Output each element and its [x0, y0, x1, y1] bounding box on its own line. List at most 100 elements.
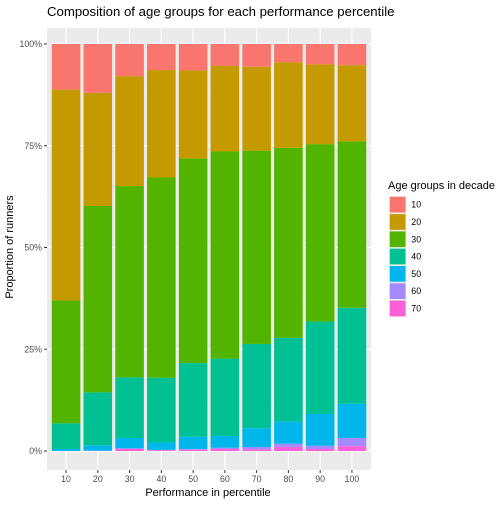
- x-tick-label: 30: [125, 474, 135, 484]
- bar-segment-age-40-pct-30: [115, 377, 144, 438]
- bar-segment-age-40-pct-100: [338, 308, 367, 404]
- bar-segment-age-20-pct-50: [179, 70, 208, 158]
- bar-segment-age-60-pct-30: [115, 448, 144, 449]
- bar-segment-age-30-pct-90: [306, 144, 335, 321]
- bar-segment-age-70-pct-90: [306, 449, 335, 451]
- bar-segment-age-40-pct-70: [242, 344, 271, 428]
- legend-swatch-20: [390, 214, 406, 230]
- legend-label-20: 20: [411, 217, 421, 227]
- bar-segment-age-20-pct-100: [338, 65, 367, 141]
- bar-segment-age-50-pct-90: [306, 414, 335, 446]
- bar-segment-age-10-pct-50: [179, 44, 208, 70]
- y-axis-label: Proportion of runners: [4, 195, 16, 299]
- legend-label-10: 10: [411, 200, 421, 210]
- bar-segment-age-10-pct-30: [115, 44, 144, 76]
- bar-segment-age-20-pct-90: [306, 64, 335, 144]
- legend-label-40: 40: [411, 252, 421, 262]
- legend-swatch-40: [390, 249, 406, 265]
- bar-segment-age-70-pct-80: [274, 447, 303, 451]
- bar-segment-age-70-pct-70: [242, 449, 271, 451]
- bar-segment-age-20-pct-60: [211, 66, 240, 151]
- bar-segment-age-20-pct-20: [84, 93, 113, 206]
- y-tick-label: 0%: [29, 446, 42, 456]
- bar-segment-age-50-pct-10: [52, 449, 81, 451]
- bar-segment-age-10-pct-60: [211, 44, 240, 66]
- bar-segment-age-10-pct-40: [147, 44, 176, 70]
- legend-label-50: 50: [411, 269, 421, 279]
- bar-segment-age-20-pct-10: [52, 90, 81, 301]
- bar-segment-age-10-pct-90: [306, 44, 335, 64]
- bar-segment-age-40-pct-50: [179, 363, 208, 437]
- bar-segment-age-50-pct-40: [147, 442, 176, 449]
- bar-segment-age-30-pct-30: [115, 186, 144, 377]
- bar-segment-age-30-pct-50: [179, 158, 208, 363]
- legend-swatch-10: [390, 197, 406, 213]
- legend-swatch-50: [390, 266, 406, 282]
- legend-swatch-70: [390, 301, 406, 317]
- bar-segment-age-30-pct-80: [274, 148, 303, 338]
- bar-segment-age-30-pct-70: [242, 151, 271, 344]
- legend-swatch-60: [390, 283, 406, 299]
- x-tick-label: 50: [188, 474, 198, 484]
- bar-segment-age-20-pct-80: [274, 62, 303, 147]
- bar-segment-age-70-pct-30: [115, 449, 144, 451]
- bar-segment-age-30-pct-60: [211, 151, 240, 358]
- bar-segment-age-20-pct-70: [242, 67, 271, 151]
- legend-label-30: 30: [411, 234, 421, 244]
- bar-segment-age-40-pct-40: [147, 378, 176, 443]
- bar-segment-age-30-pct-20: [84, 206, 113, 392]
- bar-segment-age-10-pct-100: [338, 44, 367, 65]
- legend-label-60: 60: [411, 286, 421, 296]
- bar-segment-age-30-pct-40: [147, 177, 176, 377]
- bar-segment-age-60-pct-90: [306, 446, 335, 449]
- bar-segment-age-20-pct-30: [115, 76, 144, 186]
- bar-segment-age-10-pct-70: [242, 44, 271, 67]
- x-axis-label: Performance in percentile: [145, 487, 270, 499]
- bar-segment-age-70-pct-40: [147, 450, 176, 451]
- y-tick-label: 25%: [24, 344, 42, 354]
- bar-segment-age-40-pct-10: [52, 423, 81, 449]
- y-tick-label: 75%: [24, 141, 42, 151]
- chart-title: Composition of age groups for each perfo…: [47, 4, 394, 19]
- bar-segment-age-50-pct-20: [84, 445, 113, 450]
- x-tick-label: 90: [315, 474, 325, 484]
- bar-segment-age-60-pct-60: [211, 448, 240, 449]
- bar-segment-age-50-pct-80: [274, 422, 303, 444]
- bar-segment-age-60-pct-100: [338, 438, 367, 446]
- bar-segment-age-50-pct-70: [242, 428, 271, 447]
- bar-segment-age-60-pct-70: [242, 447, 271, 449]
- bar-segment-age-50-pct-100: [338, 404, 367, 438]
- x-tick-label: 60: [220, 474, 230, 484]
- bar-segment-age-70-pct-50: [179, 450, 208, 451]
- x-tick-label: 70: [252, 474, 262, 484]
- bar-segment-age-40-pct-20: [84, 392, 113, 445]
- bar-segment-age-10-pct-80: [274, 44, 303, 62]
- x-tick-label: 40: [156, 474, 166, 484]
- bar-segment-age-40-pct-60: [211, 359, 240, 436]
- x-tick-label: 100: [345, 474, 360, 484]
- y-tick-label: 100%: [20, 39, 43, 49]
- bar-segment-age-40-pct-80: [274, 338, 303, 422]
- bar-segment-age-50-pct-50: [179, 437, 208, 449]
- bar-segment-age-40-pct-90: [306, 322, 335, 414]
- bar-segment-age-70-pct-100: [338, 446, 367, 451]
- x-tick-label: 10: [61, 474, 71, 484]
- y-tick-label: 50%: [24, 243, 42, 253]
- bar-segment-age-10-pct-10: [52, 44, 81, 90]
- bar-segment-age-30-pct-10: [52, 300, 81, 423]
- bar-segment-age-30-pct-100: [338, 141, 367, 307]
- bar-segment-age-50-pct-30: [115, 438, 144, 448]
- bar-segment-age-50-pct-60: [211, 436, 240, 448]
- legend-swatch-30: [390, 231, 406, 247]
- bar-segment-age-60-pct-80: [274, 444, 303, 447]
- x-tick-label: 20: [93, 474, 103, 484]
- bar-segment-age-60-pct-50: [179, 449, 208, 450]
- bar-segment-age-10-pct-20: [84, 44, 113, 93]
- bar-segment-age-20-pct-40: [147, 70, 176, 177]
- legend-title: Age groups in decade: [388, 180, 495, 192]
- bar-segment-age-70-pct-60: [211, 449, 240, 451]
- x-tick-label: 80: [284, 474, 294, 484]
- legend-label-70: 70: [411, 303, 421, 313]
